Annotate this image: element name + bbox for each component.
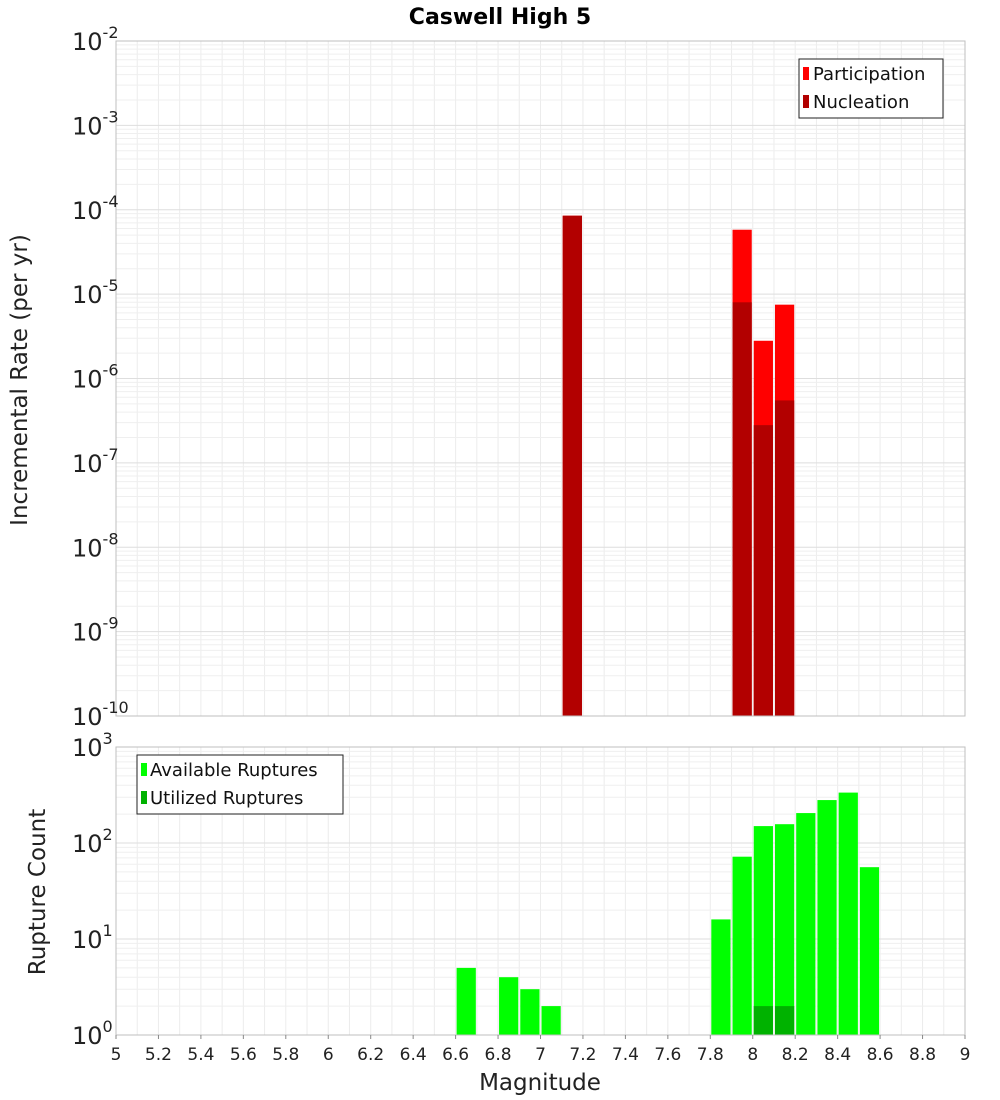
- bottom-available-ruptures-bar: [753, 826, 773, 1035]
- x-tick-label: 5.2: [145, 1045, 172, 1065]
- bottom-available-ruptures-bar: [711, 919, 731, 1035]
- x-ticks: 5 5.2 5.4 5.6 5.8 6 6.2 6.4 6.6 6.8 7 7.2 7.4 7.6 7.8 8…: [111, 1035, 971, 1065]
- bottom-available-ruptures-bar: [520, 989, 540, 1035]
- x-tick-label: 7.8: [697, 1045, 724, 1065]
- x-tick-label: 6.2: [357, 1045, 384, 1065]
- y-tick-label: 10-4: [72, 192, 119, 225]
- y-tick-label: 10-9: [72, 614, 119, 647]
- top-nucleation-bar: [774, 400, 795, 716]
- x-tick-label: 7.6: [654, 1045, 681, 1065]
- top-legend-box: [798, 58, 944, 119]
- x-tick-label: 8: [747, 1045, 758, 1065]
- bottom-available-ruptures-bar: [859, 867, 880, 1035]
- y-tick-label: 101: [72, 921, 113, 954]
- y-tick-label: 100: [72, 1017, 113, 1050]
- y-tick-label: 10-8: [72, 529, 119, 562]
- bottom-y-ticks: 100 101 102 103: [72, 729, 113, 1050]
- bottom-bars: [456, 792, 880, 1035]
- top-legend: Participation Nucleation: [798, 58, 944, 119]
- y-tick-label: 10-10: [72, 698, 129, 731]
- x-tick-label: 8.2: [782, 1045, 809, 1065]
- y-tick-label: 10-6: [72, 361, 119, 394]
- x-tick-label: 5.8: [272, 1045, 299, 1065]
- top-plot-border: [115, 40, 966, 717]
- legend-swatch-nucleation: [803, 95, 809, 108]
- top-y-axis-label: Incremental Rate (per yr): [7, 234, 33, 526]
- bottom-available-ruptures-bar: [774, 824, 795, 1035]
- bottom-legend-box: [136, 754, 344, 815]
- bottom-legend: Available Ruptures Utilized Ruptures: [136, 754, 344, 815]
- top-y-ticks: 10-10 10-9 10-8 10-7 10-6 10-5 10-4 10-3 10-2: [72, 23, 129, 731]
- x-tick-label: 6.8: [485, 1045, 512, 1065]
- x-tick-label: 7.4: [612, 1045, 639, 1065]
- x-tick-label: 6.6: [442, 1045, 469, 1065]
- bottom-available-ruptures-bar: [456, 967, 476, 1035]
- legend-swatch-participation: [803, 67, 809, 80]
- legend-label-utilized: Utilized Ruptures: [150, 788, 303, 809]
- y-tick-label: 103: [72, 729, 113, 762]
- x-tick-label: 8.6: [867, 1045, 894, 1065]
- x-tick-label: 8.8: [909, 1045, 936, 1065]
- legend-label-participation: Participation: [813, 64, 925, 85]
- bottom-utilized-ruptures-bar: [774, 1006, 795, 1035]
- top-nucleation-bar: [732, 302, 752, 716]
- legend-label-available: Available Ruptures: [150, 760, 318, 781]
- y-tick-label: 10-2: [72, 23, 119, 56]
- x-tick-label: 8.4: [824, 1045, 851, 1065]
- top-nucleation-bar: [562, 215, 582, 717]
- chart-title: Caswell High 5: [409, 5, 591, 30]
- legend-swatch-utilized: [141, 791, 147, 804]
- top-grid: [115, 41, 966, 717]
- bottom-utilized-ruptures-bar: [753, 1006, 773, 1035]
- x-tick-label: 5.4: [187, 1045, 214, 1065]
- bottom-available-ruptures-bar: [796, 813, 816, 1035]
- top-nucleation-bar: [753, 425, 773, 716]
- x-tick-label: 6: [323, 1045, 334, 1065]
- x-tick-label: 5: [111, 1045, 122, 1065]
- bottom-y-axis-label: Rupture Count: [25, 809, 51, 975]
- legend-label-nucleation: Nucleation: [813, 92, 909, 113]
- x-tick-label: 7: [535, 1045, 546, 1065]
- y-tick-label: 10-7: [72, 445, 119, 478]
- y-tick-label: 10-3: [72, 107, 119, 140]
- bottom-available-ruptures-bar: [541, 1006, 561, 1035]
- y-tick-label: 102: [72, 825, 113, 858]
- x-tick-label: 7.2: [569, 1045, 596, 1065]
- x-tick-label: 5.6: [230, 1045, 257, 1065]
- y-tick-label: 10-5: [72, 276, 119, 309]
- x-axis-label: Magnitude: [479, 1070, 601, 1096]
- bottom-available-ruptures-bar: [732, 856, 752, 1035]
- bottom-panel: 100 101 102 103 Rupture Count Available Rup…: [25, 729, 966, 1050]
- bottom-available-ruptures-bar: [817, 800, 837, 1035]
- bottom-available-ruptures-bar: [499, 977, 519, 1035]
- top-panel: 10-10 10-9 10-8 10-7 10-6 10-5 10-4 10-3 10-2 In…: [7, 23, 966, 731]
- x-tick-label: 9: [960, 1045, 971, 1065]
- bottom-available-ruptures-bar: [838, 792, 858, 1035]
- x-tick-label: 6.4: [400, 1045, 427, 1065]
- legend-swatch-available: [141, 763, 147, 776]
- top-bars: [562, 215, 795, 717]
